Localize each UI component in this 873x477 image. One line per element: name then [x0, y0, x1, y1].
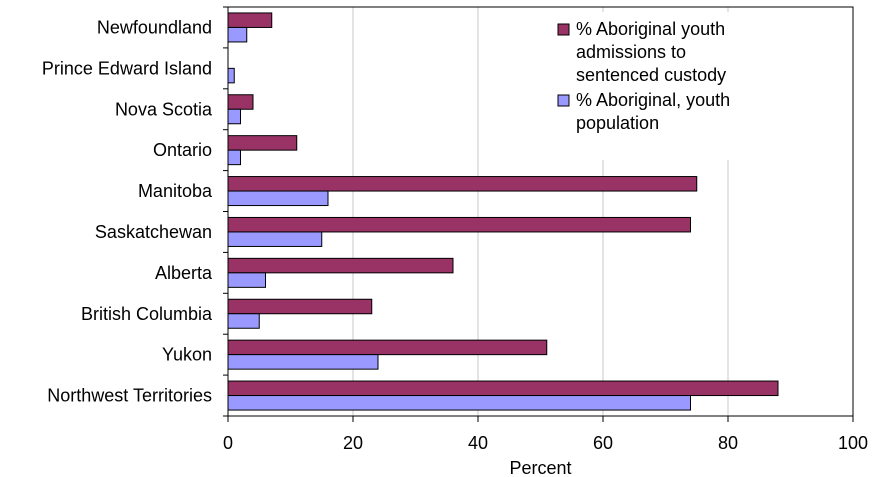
bar-custody-admissions — [227, 298, 373, 315]
bar-youth-population — [227, 108, 241, 125]
bar-youth-population — [227, 354, 379, 370]
category-label: Manitoba — [138, 181, 213, 201]
legend-swatch — [557, 94, 570, 107]
category-label: Newfoundland — [97, 17, 212, 37]
bar-custody-admissions — [227, 216, 691, 233]
category-label: British Columbia — [81, 304, 213, 324]
x-tick-label: 100 — [838, 433, 868, 453]
category-label: Nova Scotia — [115, 99, 213, 119]
bar-youth-population — [227, 26, 248, 43]
x-tick-label: 40 — [468, 433, 488, 453]
bar-youth-population — [227, 149, 241, 166]
legend-swatch — [557, 23, 570, 36]
bar-youth-population — [227, 231, 323, 247]
category-label: Northwest Territories — [47, 386, 212, 406]
x-tick-label: 80 — [718, 433, 738, 453]
bar-custody-admissions — [227, 135, 298, 151]
x-axis-title: Percent — [509, 458, 571, 477]
category-labels: Newfoundland Prince Edward Island Nova Sco… — [42, 17, 213, 405]
bar-youth-population — [227, 395, 691, 411]
x-tick-label: 0 — [223, 433, 233, 453]
legend-entry: % Aboriginal, youth population — [576, 90, 730, 133]
bar-youth-population — [227, 313, 260, 329]
bar-custody-admissions — [227, 380, 779, 397]
category-label: Saskatchewan — [95, 222, 212, 242]
bar-youth-population — [227, 190, 329, 207]
x-tick-label: 60 — [593, 433, 613, 453]
x-tick-label: 20 — [343, 433, 363, 453]
bar-youth-population — [227, 67, 235, 84]
legend-background — [545, 12, 775, 160]
category-label: Alberta — [155, 263, 213, 283]
bar-custody-admissions — [227, 339, 548, 356]
category-label: Yukon — [162, 345, 212, 365]
bars — [227, 12, 779, 411]
category-label: Prince Edward Island — [42, 58, 212, 78]
legend-entry: % Aboriginal youth admissions to sentenced… — [576, 19, 726, 85]
bar-custody-admissions — [227, 94, 254, 110]
bar-youth-population — [227, 272, 266, 288]
x-tick-labels: 0 20 40 60 80 100 — [223, 6, 868, 453]
bar-custody-admissions — [227, 176, 698, 192]
bar-custody-admissions — [227, 12, 273, 28]
bar-custody-admissions — [227, 257, 454, 274]
legend: % Aboriginal youth admissions to sentenced… — [545, 12, 775, 160]
category-label: Ontario — [153, 140, 212, 160]
